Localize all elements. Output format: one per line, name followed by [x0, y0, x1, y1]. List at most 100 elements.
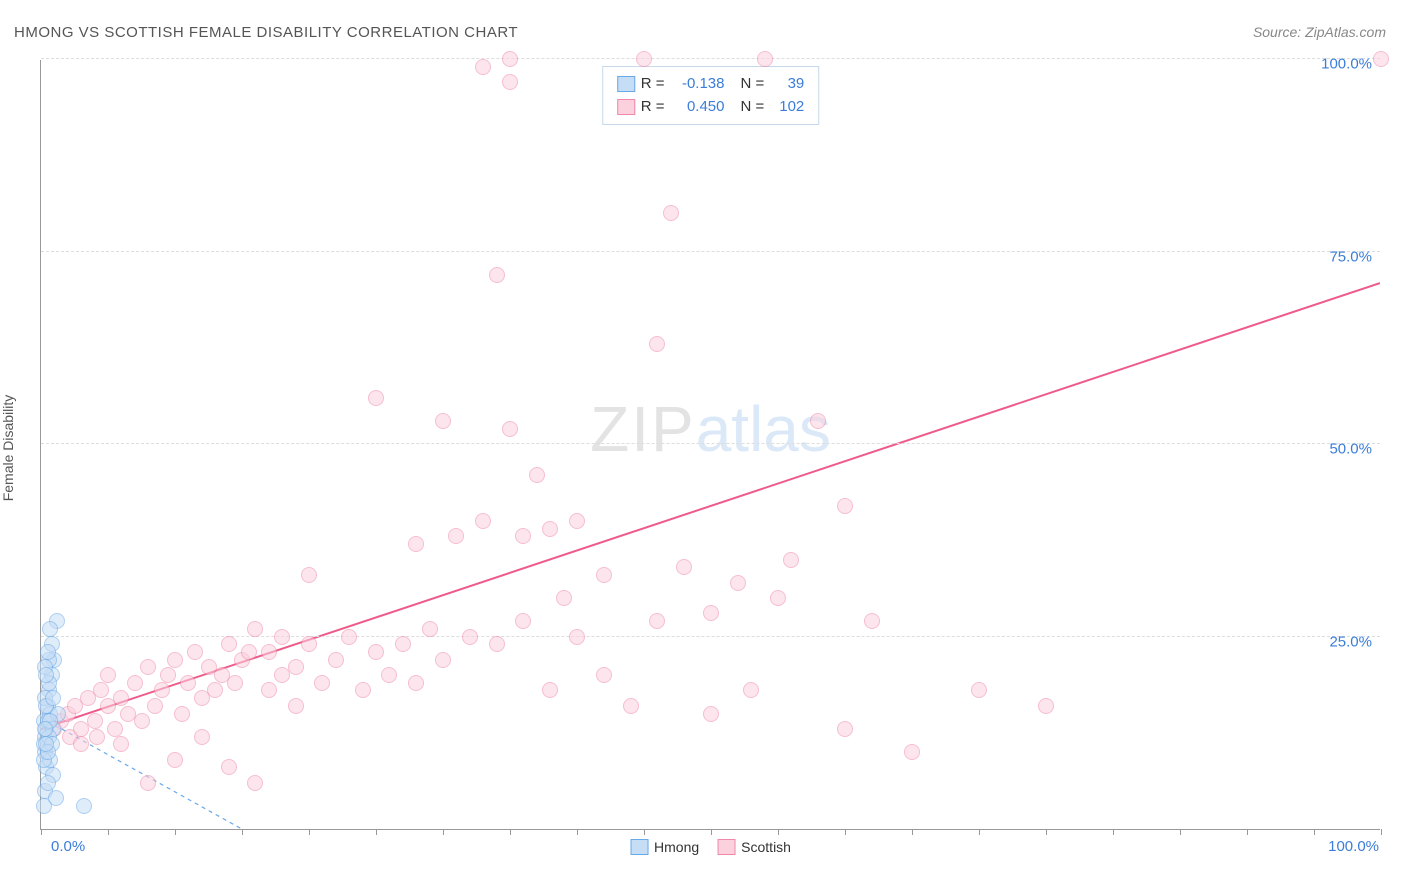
x-tick — [577, 829, 578, 835]
source-label: Source: ZipAtlas.com — [1253, 24, 1386, 40]
scatter-point — [93, 682, 109, 698]
scatter-point — [368, 390, 384, 406]
scatter-point — [542, 521, 558, 537]
legend-n-value: 102 — [770, 96, 804, 119]
legend-item: Scottish — [717, 839, 791, 855]
scatter-point — [89, 729, 105, 745]
legend-swatch — [630, 839, 648, 855]
legend-stat-row: R =-0.138N =39 — [617, 73, 805, 96]
scatter-point — [381, 667, 397, 683]
scatter-point — [623, 698, 639, 714]
scatter-point — [408, 536, 424, 552]
scatter-point — [107, 721, 123, 737]
y-tick-label: 75.0% — [1329, 248, 1372, 265]
scatter-point — [569, 629, 585, 645]
scatter-point — [45, 690, 61, 706]
scatter-point — [596, 567, 612, 583]
scatter-point — [971, 682, 987, 698]
scatter-point — [221, 759, 237, 775]
scatter-point — [221, 636, 237, 652]
scatter-point — [100, 667, 116, 683]
x-tick — [1180, 829, 1181, 835]
scatter-point — [489, 636, 505, 652]
scatter-point — [649, 336, 665, 352]
x-tick — [242, 829, 243, 835]
scatter-point — [649, 613, 665, 629]
grid-line — [41, 251, 1380, 252]
legend-swatch — [617, 99, 635, 115]
x-tick — [41, 829, 42, 835]
legend-n-label: N = — [741, 73, 765, 96]
scatter-point — [515, 528, 531, 544]
scatter-point — [422, 621, 438, 637]
scatter-point — [448, 528, 464, 544]
watermark: ZIPatlas — [590, 392, 831, 466]
scatter-point — [40, 644, 56, 660]
legend-r-label: R = — [641, 96, 665, 119]
x-tick — [175, 829, 176, 835]
scatter-point — [37, 721, 53, 737]
scatter-point — [529, 467, 545, 483]
scatter-point — [328, 652, 344, 668]
scatter-point — [127, 675, 143, 691]
scatter-point — [542, 682, 558, 698]
chart-title: HMONG VS SCOTTISH FEMALE DISABILITY CORR… — [14, 24, 518, 41]
legend-item: Hmong — [630, 839, 699, 855]
scatter-point — [703, 605, 719, 621]
x-tick — [1381, 829, 1382, 835]
x-tick — [1314, 829, 1315, 835]
y-axis-label: Female Disability — [0, 395, 16, 502]
scatter-point — [1373, 51, 1389, 67]
scatter-point — [147, 698, 163, 714]
scatter-point — [113, 736, 129, 752]
scatter-point — [663, 205, 679, 221]
scatter-point — [837, 498, 853, 514]
scatter-point — [187, 644, 203, 660]
scatter-point — [167, 652, 183, 668]
scatter-point — [154, 682, 170, 698]
legend-r-label: R = — [641, 73, 665, 96]
x-tick — [309, 829, 310, 835]
scatter-point — [676, 559, 692, 575]
scatter-point — [636, 51, 652, 67]
scatter-point — [502, 74, 518, 90]
x-tick — [912, 829, 913, 835]
scatter-point — [904, 744, 920, 760]
watermark-atlas: atlas — [696, 393, 831, 465]
legend-stat-row: R =0.450N =102 — [617, 96, 805, 119]
scatter-point — [368, 644, 384, 660]
scatter-point — [314, 675, 330, 691]
scatter-point — [174, 706, 190, 722]
scatter-point — [38, 736, 54, 752]
x-tick — [1247, 829, 1248, 835]
y-tick-label: 50.0% — [1329, 441, 1372, 458]
scatter-point — [247, 775, 263, 791]
scatter-point — [207, 682, 223, 698]
scatter-point — [395, 636, 411, 652]
x-tick-label-max: 100.0% — [1328, 838, 1379, 855]
scatter-point — [288, 659, 304, 675]
scatter-point — [596, 667, 612, 683]
legend-swatch — [717, 839, 735, 855]
grid-line — [41, 636, 1380, 637]
scatter-point — [475, 59, 491, 75]
scatter-point — [515, 613, 531, 629]
x-tick — [1113, 829, 1114, 835]
scatter-point — [274, 629, 290, 645]
scatter-point — [408, 675, 424, 691]
legend-n-value: 39 — [770, 73, 804, 96]
x-tick — [510, 829, 511, 835]
scatter-point — [140, 775, 156, 791]
legend-stats: R =-0.138N =39R =0.450N =102 — [602, 66, 820, 125]
scatter-point — [73, 736, 89, 752]
scatter-point — [180, 675, 196, 691]
scatter-point — [160, 667, 176, 683]
scatter-point — [76, 798, 92, 814]
scatter-point — [757, 51, 773, 67]
scatter-point — [556, 590, 572, 606]
scatter-point — [435, 652, 451, 668]
grid-line — [41, 443, 1380, 444]
scatter-point — [569, 513, 585, 529]
legend-label: Hmong — [654, 839, 699, 855]
legend-n-label: N = — [741, 96, 765, 119]
